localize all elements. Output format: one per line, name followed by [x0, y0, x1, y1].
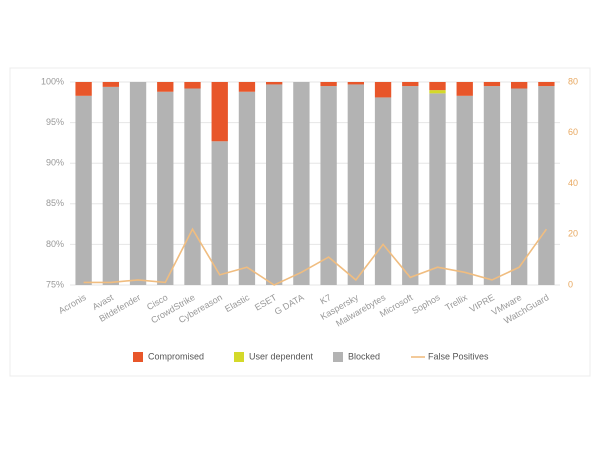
bar-segment: [75, 95, 92, 285]
legend-label: Blocked: [348, 351, 380, 361]
bar-segment: [402, 82, 419, 87]
bar-segment: [266, 84, 283, 285]
bar-segment: [483, 86, 501, 285]
legend-swatch: [234, 352, 244, 362]
bar-segment: [266, 82, 283, 85]
y2-tick-label: 40: [568, 178, 578, 188]
legend-swatch: [133, 352, 143, 362]
y-tick-label: 85%: [46, 198, 64, 208]
y2-tick-label: 80: [568, 76, 578, 86]
bar-segment: [511, 82, 528, 89]
y2-tick-label: 0: [568, 279, 573, 289]
bar-segment: [511, 88, 528, 285]
legend-label: False Positives: [428, 351, 489, 361]
bar-segment: [293, 82, 310, 285]
bar-segment: [238, 82, 256, 92]
bar-segment: [374, 97, 392, 285]
bar-segment: [238, 91, 256, 285]
bar-segment: [402, 86, 419, 285]
bar-segment: [429, 82, 446, 91]
bar-segment: [157, 82, 174, 92]
bar-segment: [102, 82, 119, 87]
y-tick-label: 80%: [46, 239, 64, 249]
bar-segment: [184, 88, 201, 285]
bar-segment: [429, 90, 446, 94]
bar-segment: [184, 82, 201, 89]
bar-segment: [102, 86, 119, 285]
y-tick-label: 75%: [46, 279, 64, 289]
bar-segment: [75, 82, 92, 96]
legend-label: User dependent: [249, 351, 314, 361]
bar-segment: [429, 93, 446, 285]
bar-segment: [483, 82, 501, 87]
bar-segment: [374, 82, 392, 98]
y2-tick-label: 20: [568, 229, 578, 239]
y2-tick-label: 60: [568, 127, 578, 137]
bar-segment: [347, 84, 364, 285]
bar-segment: [456, 95, 473, 285]
bar-segment: [456, 82, 473, 96]
bar-segment: [211, 82, 228, 142]
legend-label: Compromised: [148, 351, 204, 361]
bar-segment: [320, 82, 337, 87]
bar-segment: [538, 82, 555, 87]
bar-segment: [538, 86, 555, 285]
bar-segment: [129, 82, 147, 285]
bar-segment: [157, 91, 174, 285]
legend-swatch: [333, 352, 343, 362]
y-tick-label: 90%: [46, 158, 64, 168]
bar-segment: [347, 82, 364, 85]
y-tick-label: 100%: [41, 76, 64, 86]
bar-segment: [320, 86, 337, 285]
bar-segment: [211, 141, 228, 285]
fp-line: [83, 227, 548, 286]
y-tick-label: 95%: [46, 117, 64, 127]
x-tick-label: K7: [318, 292, 333, 306]
